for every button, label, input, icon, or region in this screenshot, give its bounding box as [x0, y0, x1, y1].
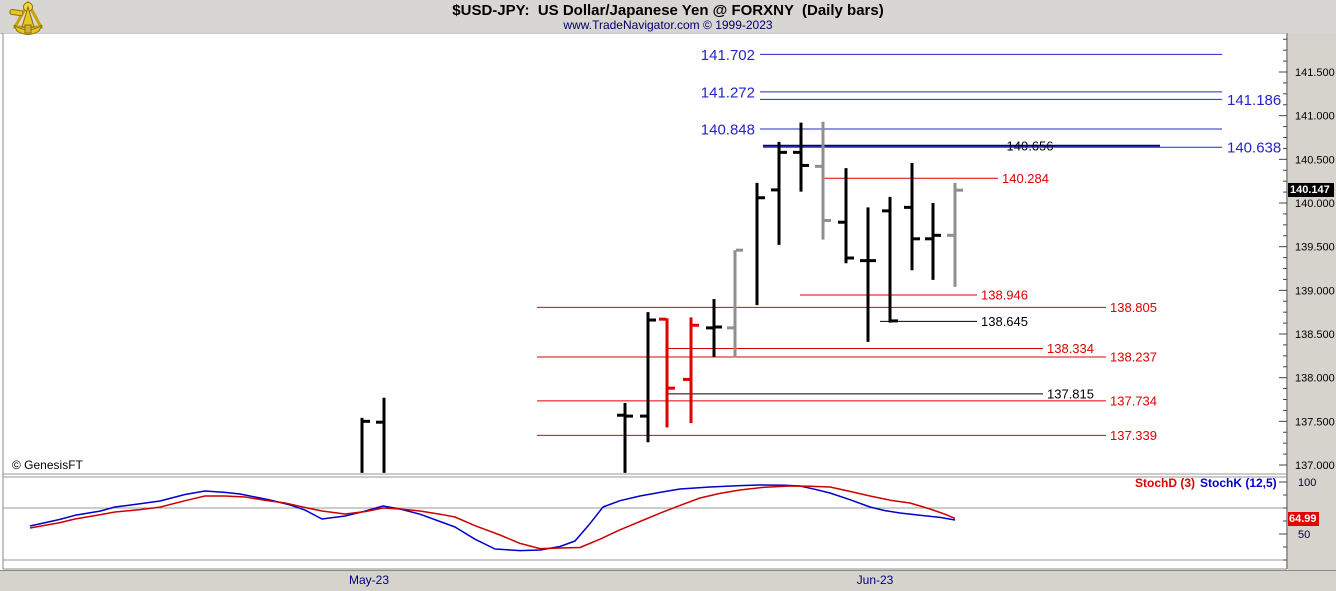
stoch-curve-k: [29, 484, 956, 552]
stochd-legend-label[interactable]: StochD (3): [1135, 476, 1195, 490]
level-label-140.638: 140.638: [1227, 140, 1281, 157]
level-label-137.339: 137.339: [1110, 428, 1157, 443]
price-axis-tick-label: 139.500: [1295, 242, 1335, 254]
current-stoch-marker: 64.99: [1288, 512, 1319, 526]
level-label-141.186: 141.186: [1227, 92, 1281, 109]
price-axis-tick-label: 139.000: [1295, 285, 1335, 297]
current-price-marker: 140.147: [1288, 183, 1334, 197]
price-axis-tick-label: 138.000: [1295, 373, 1335, 385]
price-axis-tick-label: 137.500: [1295, 416, 1335, 428]
level-label-137.815: 137.815: [1047, 387, 1094, 402]
date-axis-strip: [0, 570, 1336, 591]
level-label-138.645: 138.645: [981, 314, 1028, 329]
level-label-141.702: 141.702: [701, 47, 755, 64]
level-label-141.272: 141.272: [701, 84, 755, 101]
stoch-curve-d: [29, 485, 956, 550]
price-axis-tick-label: 141.000: [1295, 111, 1335, 123]
level-label-140.656: 140.656: [1007, 138, 1054, 153]
price-axis-panel: [1288, 33, 1336, 591]
level-label-140.848: 140.848: [701, 121, 755, 138]
level-label-138.237: 138.237: [1110, 350, 1157, 365]
level-label-140.284: 140.284: [1002, 171, 1049, 186]
chart-header: $USD-JPY: US Dollar/Japanese Yen @ FORXN…: [0, 0, 1336, 37]
level-label-138.334: 138.334: [1047, 341, 1094, 356]
price-axis-tick-label: 137.000: [1295, 460, 1335, 472]
stoch-axis-tick-label: 50: [1298, 529, 1310, 541]
stoch-axis-tick-label: 100: [1298, 477, 1316, 489]
sextant-logo-icon: [8, 0, 48, 37]
stochk-legend-label[interactable]: StochK (12,5): [1200, 476, 1277, 490]
price-axis-tick-label: 140.000: [1295, 198, 1335, 210]
chart-subtitle: www.TradeNavigator.com © 1999-2023: [563, 18, 773, 32]
date-label-jun: Jun-23: [856, 573, 894, 587]
price-axis-tick-label: 141.500: [1295, 67, 1335, 79]
level-label-138.946: 138.946: [981, 288, 1028, 303]
level-label-138.805: 138.805: [1110, 300, 1157, 315]
genesis-copyright: © GenesisFT: [12, 458, 83, 472]
date-label-may: May-23: [348, 573, 390, 587]
level-label-137.734: 137.734: [1110, 394, 1157, 409]
price-axis-tick-label: 140.500: [1295, 154, 1335, 166]
chart-title: $USD-JPY: US Dollar/Japanese Yen @ FORXN…: [452, 2, 884, 19]
price-axis-tick-label: 138.500: [1295, 329, 1335, 341]
